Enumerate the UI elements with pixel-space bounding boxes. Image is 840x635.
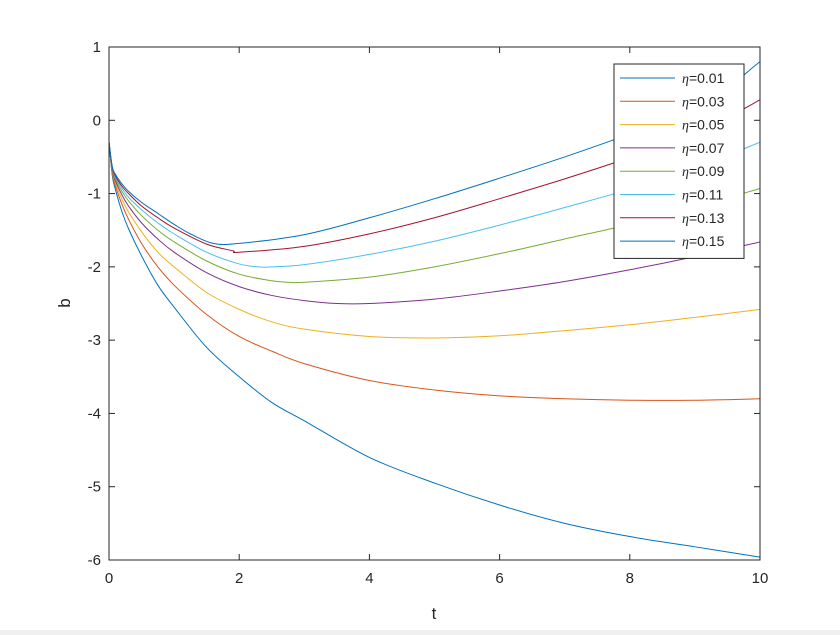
x-tick-label: 4	[365, 570, 373, 587]
legend-label: η=0.05	[682, 117, 725, 134]
legend-item: η=0.09	[620, 163, 725, 180]
x-tick-label: 10	[752, 570, 769, 587]
x-tick-label: 8	[626, 570, 634, 587]
x-axis-label: t	[432, 604, 437, 623]
legend-label: η=0.13	[682, 210, 725, 227]
legend-label: η=0.03	[682, 93, 725, 110]
legend-item: η=0.01	[620, 70, 725, 87]
y-tick-label: -2	[88, 259, 101, 276]
x-tick-label: 6	[495, 570, 503, 587]
legend-item: η=0.03	[620, 93, 725, 110]
legend-item: η=0.11	[620, 187, 724, 204]
series-layer	[109, 61, 760, 558]
y-tick-label: -1	[88, 186, 101, 203]
series-line-7	[109, 99, 760, 253]
x-tick-label: 0	[105, 570, 113, 587]
legend-item: η=0.07	[620, 140, 725, 157]
series-line-3	[109, 142, 760, 339]
series-line-6	[109, 141, 760, 268]
y-tick-label: 0	[93, 112, 101, 129]
y-tick-label: -6	[88, 552, 101, 569]
legend-item: η=0.05	[620, 117, 725, 134]
y-tick-label: 1	[93, 39, 101, 56]
legend-label: η=0.15	[682, 233, 725, 250]
x-tick-label: 2	[235, 570, 243, 587]
legend-label: η=0.11	[682, 187, 724, 204]
legend: η=0.01 η=0.03 η=0.05 η=0.07 η=0.09 η=0.11 η=0.…	[613, 63, 745, 259]
y-tick-label: -4	[88, 405, 101, 422]
series-line-2	[109, 142, 760, 401]
y-tick-label: -5	[88, 479, 101, 496]
y-tick-label: -3	[88, 332, 101, 349]
plot-area-frame	[108, 46, 761, 561]
series-line-1	[109, 142, 760, 558]
legend-label: η=0.09	[682, 163, 725, 180]
legend-item: η=0.15	[620, 233, 725, 250]
series-line-8	[109, 61, 760, 246]
legend-box	[613, 63, 745, 259]
legend-label: η=0.01	[682, 70, 725, 87]
series-line-4	[109, 142, 760, 305]
legend-item: η=0.13	[620, 210, 725, 227]
ticks-layer: 0 2 4 6 8 10 -6 -5 -4 -3 -2 -1 0 1	[88, 39, 769, 587]
series-line-5	[109, 142, 760, 284]
legend-label: η=0.07	[682, 140, 725, 157]
y-axis-label: b	[55, 298, 74, 307]
